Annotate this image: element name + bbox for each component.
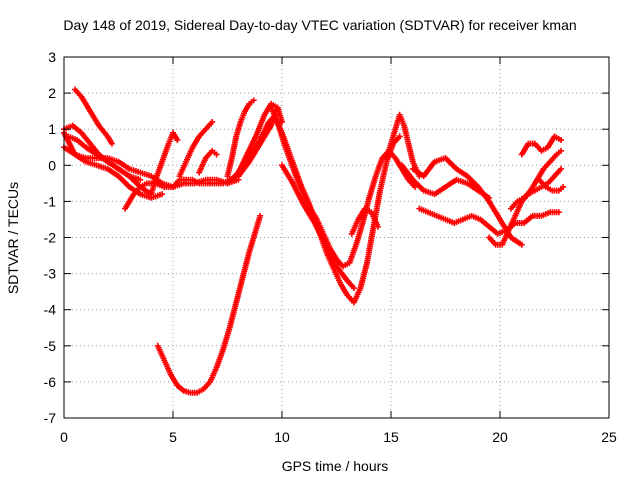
data-point [213, 151, 220, 158]
y-tick-label: -1 [44, 193, 57, 209]
y-tick-label: 2 [48, 85, 56, 101]
series-arc-e [65, 133, 144, 183]
y-tick-label: -7 [44, 410, 57, 426]
data-point [374, 223, 381, 230]
x-tick-label: 15 [383, 429, 399, 445]
y-tick-label: 0 [48, 157, 56, 173]
grid-lines [64, 57, 609, 418]
x-tick-label: 20 [492, 429, 508, 445]
series-arc-v [416, 205, 562, 237]
chart-title: Day 148 of 2019, Sidereal Day-to-day VTE… [63, 17, 576, 33]
series-arc-u [398, 162, 493, 201]
data-point [209, 118, 216, 125]
data-point [250, 97, 257, 104]
y-axis-label: SDTVAR / TECUs [5, 182, 21, 294]
series-arc-y [507, 147, 565, 212]
x-tick-label: 0 [60, 429, 68, 445]
series-arc-aa [536, 176, 567, 194]
y-tick-label: -2 [44, 230, 57, 246]
series-arc-s [348, 205, 381, 237]
data-point [174, 137, 181, 144]
data-point [558, 147, 565, 154]
y-tick-label: -4 [44, 302, 57, 318]
data-point [396, 133, 403, 140]
series-arc-r [279, 162, 357, 292]
series-arc-z [518, 133, 565, 158]
series-arc-q [272, 115, 403, 306]
data-point [560, 183, 567, 190]
data-point [558, 137, 565, 144]
data-point [257, 212, 264, 219]
data-point [137, 176, 144, 183]
axis-ticks [63, 56, 610, 419]
series-arc-i [176, 118, 216, 180]
x-tick-label: 10 [274, 429, 290, 445]
data-point [558, 165, 565, 172]
y-tick-label: 3 [48, 49, 56, 65]
y-tick-label: -5 [44, 338, 57, 354]
data-point [159, 191, 166, 198]
series-arc-k [224, 97, 257, 180]
data-point [518, 241, 525, 248]
data-point [108, 140, 115, 147]
data-point [555, 209, 562, 216]
tick-labels: 0 5 10 15 20 25 -7 -6 -5 -4 -3 -2 -1 0 1 2 3 [44, 49, 617, 445]
x-tick-label: 25 [601, 429, 617, 445]
x-axis-label: GPS time / hours [282, 458, 389, 474]
series-arc-d [71, 86, 115, 147]
data-marks [61, 86, 567, 396]
series-arc-n [235, 104, 281, 180]
x-tick-label: 5 [169, 429, 177, 445]
series-arc-g [148, 129, 181, 198]
data-point [350, 285, 357, 292]
y-tick-label: -3 [44, 266, 57, 282]
series-arc-o [154, 212, 264, 396]
data-point [274, 104, 281, 111]
y-tick-label: -6 [44, 374, 57, 390]
series-arc-j [196, 147, 220, 176]
y-tick-label: 1 [48, 121, 56, 137]
